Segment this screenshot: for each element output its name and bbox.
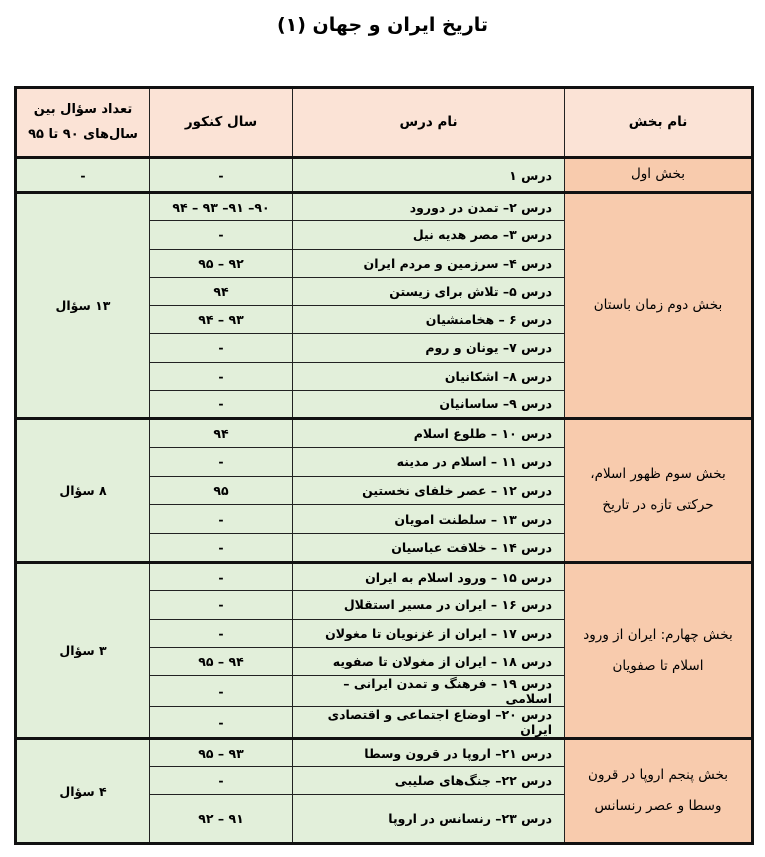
table-row: درس ۶ – هخامنشیان ۹۳ – ۹۴ — [16, 304, 753, 335]
header-lesson: نام درس — [292, 87, 565, 159]
exam-years: - — [149, 156, 293, 193]
lesson-name: درس ۱۲ – عصر خلفای نخستین — [292, 475, 565, 506]
exam-years: - — [149, 618, 293, 648]
lesson-name: درس ۱۶ – ایران در مسیر استقلال — [292, 590, 565, 620]
lesson-name: درس ۱۷ – ایران از غزنویان تا مغولان — [292, 618, 565, 648]
exam-years: - — [149, 446, 293, 477]
table-row: درس ۷– یونان و روم - — [16, 333, 753, 363]
exam-years: - — [149, 504, 293, 535]
table-row: بخش پنجم اروپا در قرون وسطا و عصر رنسانس… — [15, 737, 753, 845]
table-row: درس ۹– ساسانیان - — [16, 389, 753, 420]
lesson-name: درس ۶ – هخامنشیان — [292, 304, 565, 335]
lesson-name: درس ۱۴ – خلافت عباسیان — [292, 533, 565, 563]
exam-years: ۹۵ — [149, 475, 293, 506]
table-row: بخش اول درس ۱-- — [15, 156, 753, 193]
lesson-name: درس ۲۳– رنسانس در اروپا — [292, 794, 565, 845]
exam-years: - — [149, 361, 293, 391]
exam-years: - — [149, 333, 293, 363]
table-row: درس ۱۱ – اسلام در مدینه - — [16, 446, 753, 477]
exam-years: ۹۴ — [149, 276, 293, 307]
lesson-name: درس ۱۳ – سلطنت امویان — [292, 504, 565, 535]
section-name: بخش دوم زمان باستان — [564, 191, 753, 419]
exam-years: ۹۴ – ۹۵ — [149, 646, 293, 677]
exam-years: - — [149, 220, 293, 250]
table-row: درس ۱۹ – فرهنگ و تمدن ایرانی – اسلامی - — [16, 675, 753, 708]
table-row: بخش چهارم: ایران از ورود اسلام تا صفویان… — [15, 560, 753, 740]
lesson-name: درس ۷– یونان و روم — [292, 333, 565, 363]
table-row: درس ۱۴ – خلافت عباسیان - — [16, 533, 753, 563]
exam-years: ۹۳ – ۹۴ — [149, 304, 293, 335]
table-row: بخش سوم ظهور اسلام، حرکتی تازه در تاریخ د… — [15, 417, 753, 563]
exam-years: ۹۱ – ۹۲ — [149, 794, 293, 845]
question-count: ۸ سؤال — [15, 417, 150, 563]
page-title: تاریخ ایران و جهان (۱) — [276, 14, 489, 36]
lesson-name: درس ۲۲– جنگ‌های صلیبی — [292, 766, 565, 796]
question-count: - — [15, 156, 150, 193]
lesson-name: درس ۱ — [292, 156, 565, 193]
lesson-name: درس ۵– تلاش برای زیستن — [292, 276, 565, 307]
table-row: درس ۳– مصر هدیه نیل - — [16, 220, 753, 250]
table-row: درس ۲۲– جنگ‌های صلیبی - — [16, 766, 753, 796]
lesson-name: درس ۱۱ – اسلام در مدینه — [292, 446, 565, 477]
lesson-name: درس ۱۸ – ایران از مغولان تا صفویه — [292, 646, 565, 677]
syllabus-table: نام بخش نام درس سال کنکور تعداد سؤال بین… — [14, 86, 754, 846]
exam-years: - — [149, 675, 293, 708]
header-year: سال کنکور — [149, 87, 293, 159]
question-count: ۳ سؤال — [15, 560, 150, 740]
section-name: بخش اول — [564, 156, 753, 193]
header-row: نام بخش نام درس سال کنکور تعداد سؤال بین… — [15, 87, 753, 159]
exam-years: ۹۰– ۹۱– ۹۳ – ۹۴ — [149, 190, 293, 222]
lesson-name: درس ۳– مصر هدیه نیل — [292, 220, 565, 250]
table-row: درس ۵– تلاش برای زیستن ۹۴ — [16, 276, 753, 307]
lesson-name: درس ۴– سرزمین و مردم ایران — [292, 248, 565, 278]
table-row: درس ۴– سرزمین و مردم ایران ۹۲ – ۹۵ — [16, 248, 753, 278]
exam-years: - — [149, 560, 293, 592]
lesson-name: درس ۲۱– اروپا در قرون وسطا — [292, 737, 565, 768]
exam-years: - — [149, 706, 293, 740]
exam-years: ۹۳ – ۹۵ — [149, 737, 293, 768]
lesson-name: درس ۱۹ – فرهنگ و تمدن ایرانی – اسلامی — [292, 675, 565, 708]
exam-years: - — [149, 590, 293, 620]
question-count: ۴ سؤال — [15, 737, 150, 845]
exam-years: - — [149, 389, 293, 420]
section-name: بخش چهارم: ایران از ورود اسلام تا صفویان — [564, 560, 753, 740]
table-row: درس ۱۸ – ایران از مغولان تا صفویه ۹۴ – ۹۵ — [16, 646, 753, 677]
exam-years: ۹۲ – ۹۵ — [149, 248, 293, 278]
section-name: بخش پنجم اروپا در قرون وسطا و عصر رنسانس — [564, 737, 753, 845]
table-row: درس ۲۳– رنسانس در اروپا ۹۱ – ۹۲ — [16, 794, 753, 845]
table-row: درس ۱۷ – ایران از غزنویان تا مغولان - — [16, 618, 753, 648]
lesson-name: درس ۲۰– اوضاع اجتماعی و اقتصادی ایران — [292, 706, 565, 740]
exam-years: ۹۴ — [149, 417, 293, 448]
lesson-name: درس ۱۰ – طلوع اسلام — [292, 417, 565, 448]
lesson-name: درس ۲– تمدن در دورود — [292, 190, 565, 222]
lesson-name: درس ۸– اشکانیان — [292, 361, 565, 391]
table-row: بخش دوم زمان باستان درس ۲– تمدن در دورود ۹… — [15, 190, 753, 419]
header-count: تعداد سؤال بین سال‌های ۹۰ تا ۹۵ — [15, 87, 150, 159]
exam-years: - — [149, 766, 293, 796]
table-row: درس ۸– اشکانیان - — [16, 361, 753, 391]
question-count: ۱۳ سؤال — [15, 191, 150, 419]
section-name: بخش سوم ظهور اسلام، حرکتی تازه در تاریخ — [564, 417, 753, 563]
table-row: درس ۲۰– اوضاع اجتماعی و اقتصادی ایران - — [16, 706, 753, 740]
lesson-name: درس ۱۵ – ورود اسلام به ایران — [292, 560, 565, 592]
exam-years: - — [149, 533, 293, 563]
table-row: درس ۱۶ – ایران در مسیر استقلال - — [16, 590, 753, 620]
header-section: نام بخش — [564, 87, 753, 159]
lesson-name: درس ۹– ساسانیان — [292, 389, 565, 420]
